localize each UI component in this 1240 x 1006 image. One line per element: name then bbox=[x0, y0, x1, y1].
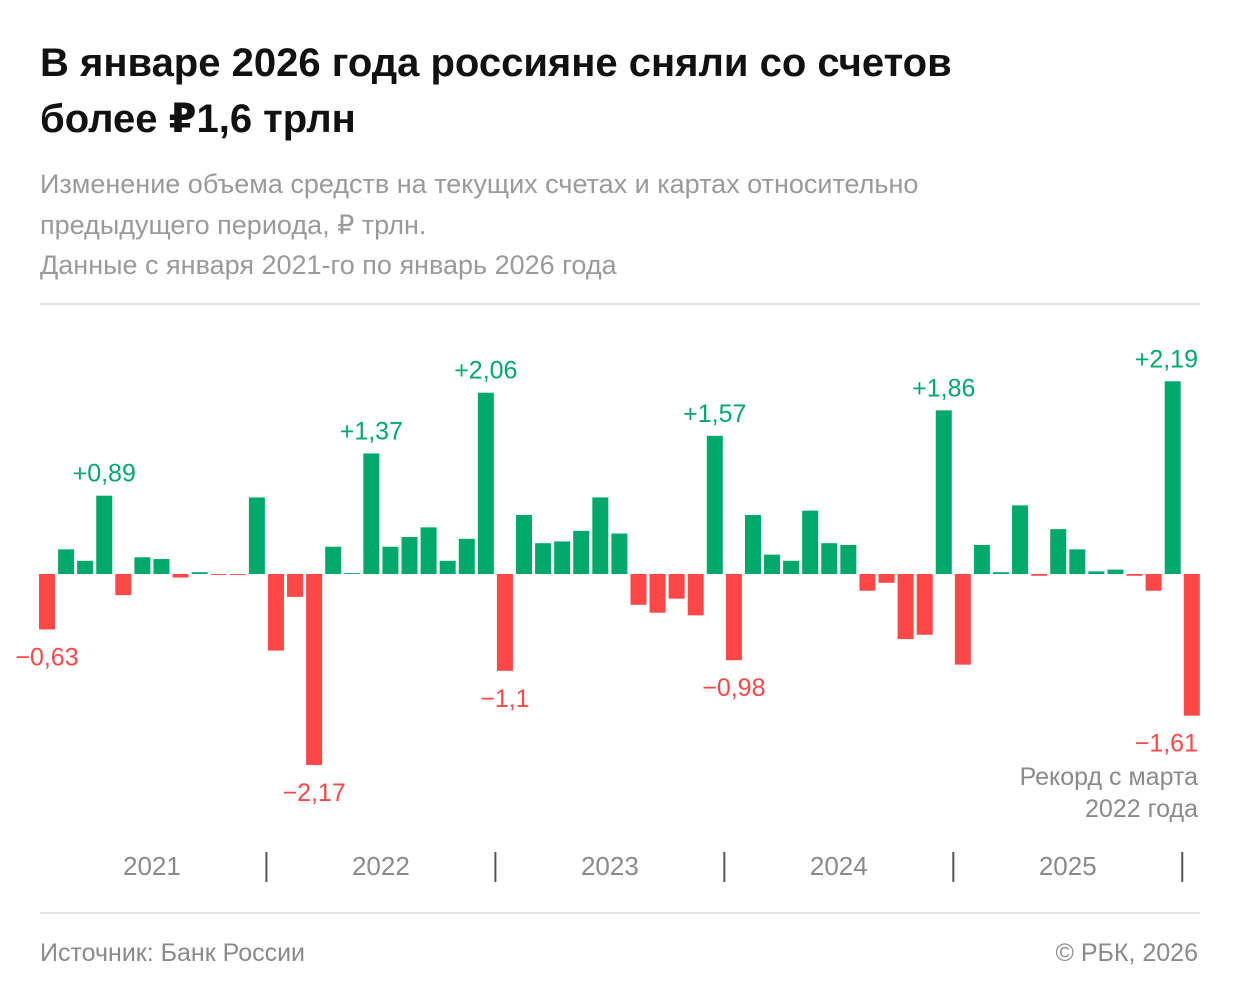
bar bbox=[477, 392, 494, 574]
value-label: −2,17 bbox=[282, 779, 345, 807]
bar bbox=[878, 574, 895, 583]
bar bbox=[954, 574, 971, 665]
bar bbox=[668, 574, 685, 599]
bar bbox=[439, 560, 456, 574]
bar bbox=[935, 410, 952, 574]
x-tick-label: 2022 bbox=[352, 851, 410, 881]
bar bbox=[1145, 574, 1162, 591]
bar bbox=[1031, 574, 1048, 576]
bar bbox=[458, 538, 475, 574]
value-label: +2,19 bbox=[1135, 345, 1198, 373]
bar bbox=[325, 546, 342, 574]
bar bbox=[573, 530, 590, 574]
value-label: +1,37 bbox=[340, 417, 403, 445]
bar bbox=[1088, 571, 1105, 574]
bar bbox=[611, 533, 628, 574]
value-label: −1,61 bbox=[1135, 730, 1198, 758]
bar bbox=[1012, 505, 1029, 574]
x-tick-label: 2021 bbox=[123, 851, 181, 881]
chart-subtitle: Изменение объема средств на текущих счет… bbox=[40, 169, 918, 199]
bar bbox=[58, 549, 75, 574]
bar bbox=[706, 435, 723, 574]
bar bbox=[630, 574, 647, 605]
bar bbox=[306, 574, 323, 765]
bar bbox=[802, 510, 819, 574]
bar bbox=[973, 544, 990, 574]
bar bbox=[248, 497, 265, 574]
bar bbox=[535, 543, 552, 574]
bar bbox=[39, 574, 55, 630]
bar bbox=[554, 541, 571, 574]
bar bbox=[687, 574, 704, 616]
bar bbox=[287, 574, 304, 597]
x-tick-label: 2025 bbox=[1039, 851, 1097, 881]
bar bbox=[516, 515, 532, 574]
bar bbox=[764, 554, 781, 574]
bar bbox=[916, 574, 933, 635]
annotation: Рекорд с марта bbox=[1020, 763, 1199, 791]
bar bbox=[1107, 569, 1124, 574]
value-label: +1,57 bbox=[683, 400, 746, 428]
bar bbox=[993, 572, 1009, 574]
bar bbox=[725, 574, 742, 661]
annotation: 2022 года bbox=[1085, 795, 1198, 823]
bar bbox=[172, 574, 189, 578]
bar bbox=[191, 572, 208, 574]
chart-title: В январе 2026 года россияне сняли со сче… bbox=[40, 41, 952, 85]
bar bbox=[1183, 574, 1200, 716]
bar bbox=[344, 573, 361, 574]
value-label: −1,1 bbox=[480, 685, 529, 713]
bar bbox=[1050, 529, 1067, 574]
x-tick-label: 2023 bbox=[581, 851, 639, 881]
value-label: −0,63 bbox=[15, 643, 78, 671]
bar bbox=[77, 560, 94, 574]
bar bbox=[96, 495, 113, 574]
chart-subtitle: Данные с января 2021-го по январь 2026 г… bbox=[40, 250, 618, 280]
bar bbox=[859, 574, 876, 591]
value-label: +1,86 bbox=[912, 374, 975, 402]
bar bbox=[783, 560, 800, 574]
x-tick-label: 2024 bbox=[810, 851, 868, 881]
credit: © РБК, 2026 bbox=[1055, 939, 1198, 967]
bar bbox=[153, 559, 170, 574]
bar bbox=[1126, 574, 1143, 576]
bar bbox=[363, 453, 380, 574]
chart-subtitle: предыдущего периода, ₽ трлн. bbox=[40, 210, 426, 240]
bar bbox=[744, 515, 761, 574]
bar bbox=[420, 527, 437, 574]
bar bbox=[115, 574, 132, 596]
bar bbox=[267, 574, 284, 651]
bar bbox=[897, 574, 914, 640]
bar bbox=[496, 574, 513, 671]
chart-title: более ₽1,6 трлн bbox=[40, 97, 356, 141]
bar bbox=[1069, 549, 1086, 574]
bar bbox=[382, 546, 399, 574]
bar bbox=[592, 497, 609, 574]
bar bbox=[821, 543, 838, 574]
bar bbox=[1164, 381, 1181, 574]
bar bbox=[210, 574, 227, 575]
value-label: +0,89 bbox=[73, 460, 136, 488]
value-label: +2,06 bbox=[454, 357, 517, 385]
bar bbox=[229, 574, 246, 575]
bar bbox=[134, 557, 151, 574]
bar bbox=[649, 574, 666, 613]
bar bbox=[840, 544, 857, 574]
bar bbox=[401, 537, 418, 574]
value-label: −0,98 bbox=[702, 674, 765, 702]
source: Источник: Банк России bbox=[40, 939, 305, 967]
